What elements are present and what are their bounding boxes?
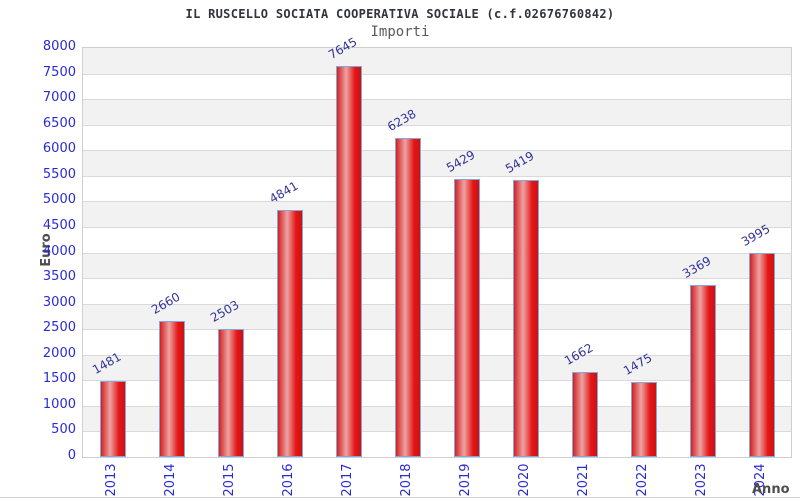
y-tick-label: 3500 [42, 269, 76, 285]
y-tick-label: 0 [67, 448, 76, 463]
gridline [83, 431, 791, 433]
plot-band [83, 48, 791, 74]
bar-2016 [276, 209, 303, 457]
plot-band [83, 303, 791, 330]
x-tick-label: 2019 [457, 463, 473, 497]
plot-band [83, 252, 791, 279]
gridline [83, 278, 791, 280]
gridline [83, 380, 791, 382]
plot-band [83, 405, 791, 432]
bar-2021 [571, 372, 598, 457]
y-tick-label: 1500 [42, 371, 76, 387]
x-tick-label: 2023 [693, 463, 709, 497]
y-tick-label: 500 [51, 422, 76, 438]
plot-area: 1481 2660 2503 4841 7645 6238 5429 5419 1662 1475… [82, 35, 792, 458]
y-tick-label: 5500 [42, 166, 76, 182]
gridline [83, 201, 791, 203]
plot-band [83, 201, 791, 227]
bar-2013 [99, 381, 126, 457]
y-tick-label: 3000 [42, 294, 76, 310]
plot-band [83, 150, 791, 176]
bar-2024 [748, 252, 775, 457]
chart-subtitle: Importi [370, 24, 430, 40]
gridline [83, 226, 791, 228]
x-tick-label: 2017 [339, 463, 355, 497]
plot-band [83, 227, 791, 253]
gridline [83, 303, 791, 305]
gridline [83, 150, 791, 152]
gridline [83, 329, 791, 331]
y-tick-label: 5000 [42, 192, 76, 208]
y-tick-label: 6000 [42, 141, 76, 157]
y-tick-label: 7000 [42, 90, 76, 106]
bar-2014 [158, 321, 185, 457]
chart-title: IL RUSCELLO SOCIATA COOPERATIVA SOCIALE … [185, 7, 615, 21]
gridline [83, 252, 791, 254]
plot-band [83, 354, 791, 381]
gridline [83, 175, 791, 177]
bar-2018 [394, 138, 421, 457]
y-tick-label: 8000 [42, 39, 76, 54]
y-tick-label: 6500 [42, 115, 76, 131]
x-tick-label: 2018 [398, 463, 414, 497]
bottom-divider [0, 497, 800, 498]
x-tick-label: 2022 [634, 463, 650, 497]
x-tick-label: 2015 [221, 463, 237, 497]
plot-band [83, 176, 791, 202]
gridline [83, 73, 791, 75]
plot-band [83, 380, 791, 406]
y-tick-label: 4500 [42, 217, 76, 233]
y-tick-label: 1000 [42, 396, 76, 412]
plot-band [83, 431, 791, 457]
bar-2020 [512, 179, 539, 457]
x-tick-label: 2020 [516, 463, 532, 497]
bar-2017 [335, 66, 362, 457]
bar-2022 [630, 381, 657, 457]
x-tick-label: 2021 [575, 463, 591, 497]
x-tick-label: 2014 [162, 463, 178, 497]
plot-band [83, 125, 791, 151]
x-axis-title: Anno [752, 482, 790, 497]
gridline [83, 405, 791, 407]
y-tick-label: 4000 [42, 243, 76, 259]
bar-2015 [217, 329, 244, 457]
gridline [83, 124, 791, 126]
x-tick-label: 2013 [103, 463, 119, 497]
plot-band [83, 329, 791, 355]
x-tick-label: 2016 [280, 463, 296, 497]
bar-2023 [689, 284, 716, 457]
y-tick-label: 7500 [42, 64, 76, 80]
gridline [83, 99, 791, 101]
y-tick-label: 2000 [42, 345, 76, 361]
plot-band [83, 74, 791, 100]
plot-band [83, 278, 791, 304]
bar-2019 [453, 179, 480, 457]
y-tick-label: 2500 [42, 320, 76, 336]
gridline [83, 354, 791, 356]
plot-band [83, 99, 791, 125]
